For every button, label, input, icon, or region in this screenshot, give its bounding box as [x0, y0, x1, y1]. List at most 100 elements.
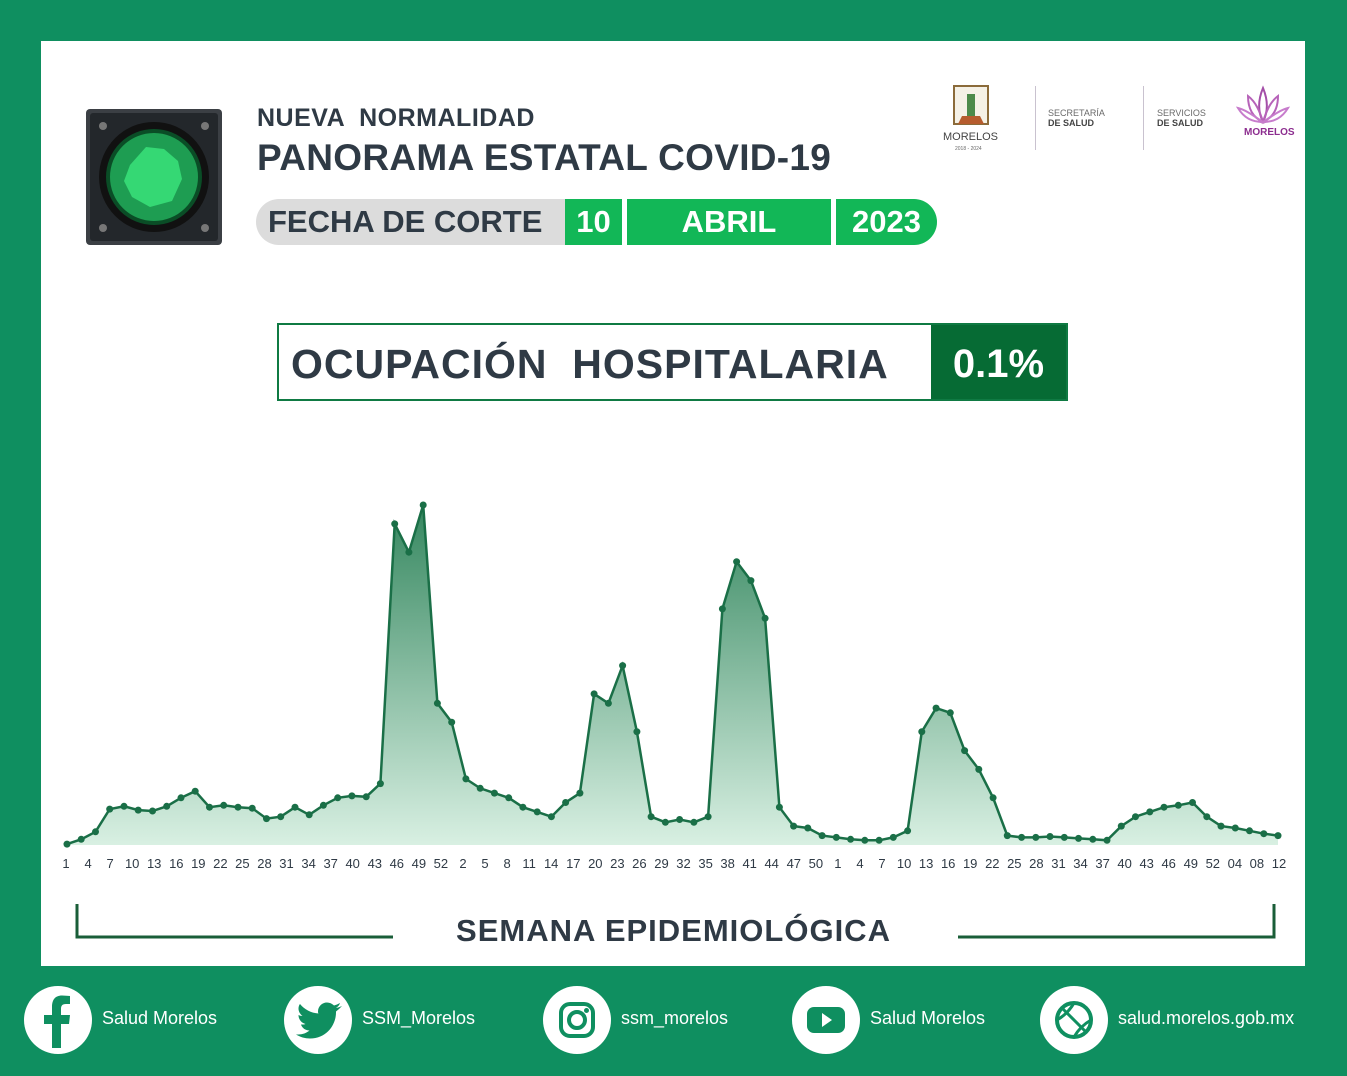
data-point: [106, 805, 114, 813]
x-axis-title: SEMANA EPIDEMIOLÓGICA: [456, 913, 891, 948]
x-tick-label: 34: [301, 856, 315, 871]
x-tick-label: 49: [412, 856, 426, 871]
x-tick-label: 43: [368, 856, 382, 871]
data-point: [975, 765, 983, 773]
axis-bracket: [75, 904, 1276, 939]
x-tick-label: 47: [787, 856, 801, 871]
logo-divider: [1035, 86, 1036, 150]
data-point: [961, 747, 969, 755]
x-tick-label: 08: [1250, 856, 1264, 871]
data-point: [1032, 833, 1040, 841]
x-tick-label: 38: [720, 856, 734, 871]
data-point: [490, 789, 498, 797]
data-point: [562, 799, 570, 806]
x-tick-label: 5: [481, 856, 488, 871]
data-point: [718, 605, 726, 613]
data-point: [946, 709, 954, 717]
sec-salud-line1: SECRETARÍA: [1048, 108, 1105, 118]
globe-icon: [1055, 1001, 1093, 1039]
data-point: [733, 558, 741, 566]
x-tick-label: 22: [213, 856, 227, 871]
morelos-flower-logo-icon: [1235, 85, 1291, 125]
data-point: [419, 501, 427, 509]
kpi-label: OCUPACIÓN HOSPITALARIA: [291, 341, 889, 387]
data-point: [904, 827, 912, 835]
data-point: [149, 807, 156, 815]
cutoff-day: 10: [565, 199, 622, 245]
data-point: [362, 793, 370, 801]
data-point: [661, 818, 669, 826]
instagram-label: ssm_morelos: [621, 1008, 729, 1028]
x-tick-label: 10: [897, 856, 911, 871]
x-tick-label: 7: [106, 856, 113, 871]
cutoff-label: FECHA DE CORTE: [256, 199, 576, 245]
x-tick-label: 7: [878, 856, 885, 871]
logo-divider: [1143, 86, 1144, 150]
page-title: PANORAMA ESTATAL COVID-19: [257, 137, 832, 178]
data-point: [932, 704, 940, 712]
x-tick-label: 37: [1095, 856, 1109, 871]
data-point: [1103, 836, 1111, 844]
data-point: [989, 794, 997, 802]
x-tick-label: 12: [1272, 856, 1286, 871]
data-point: [120, 802, 128, 810]
x-tick-label: 31: [1051, 856, 1065, 871]
data-point: [476, 784, 484, 792]
morelos-coat-of-arms-icon: [953, 85, 989, 125]
x-tick-label: 13: [919, 856, 933, 871]
x-tick-label: 20: [588, 856, 602, 871]
x-tick-label: 13: [147, 856, 161, 871]
data-point: [761, 614, 769, 622]
x-tick-label: 28: [1029, 856, 1043, 871]
hospital-occupancy-kpi: OCUPACIÓN HOSPITALARIA 0.1%: [277, 323, 1068, 401]
data-point: [633, 728, 641, 736]
x-tick-label: 1: [62, 856, 69, 871]
data-point: [405, 548, 413, 556]
x-tick-label: 14: [544, 856, 558, 871]
data-point: [77, 835, 85, 843]
website-label: salud.morelos.gob.mx: [1118, 1008, 1295, 1028]
x-tick-label: 2: [459, 856, 466, 871]
data-point: [533, 808, 541, 816]
x-tick-label: 17: [566, 856, 580, 871]
data-point: [576, 789, 584, 797]
youtube-icon: [807, 1007, 845, 1033]
data-point: [291, 803, 299, 811]
kpi-value: 0.1%: [931, 325, 1066, 399]
x-tick-label: 52: [434, 856, 448, 871]
data-point: [704, 813, 712, 821]
data-point: [875, 836, 883, 844]
x-tick-label: 04: [1228, 856, 1242, 871]
x-tick-label: 23: [610, 856, 624, 871]
x-tick-label: 11: [522, 856, 536, 871]
data-point: [92, 828, 99, 836]
data-point: [1246, 827, 1253, 835]
facebook-label: Salud Morelos: [102, 1008, 218, 1028]
instagram-icon: [559, 1002, 595, 1038]
x-tick-label: 8: [503, 856, 510, 871]
data-point: [277, 813, 285, 821]
data-point: [391, 520, 399, 528]
servicios-salud-line1: SERVICIOS: [1157, 108, 1206, 118]
data-point: [747, 577, 755, 585]
data-point: [63, 840, 71, 848]
data-point: [505, 794, 513, 802]
x-tick-label: 16: [941, 856, 955, 871]
x-tick-label: 26: [632, 856, 646, 871]
data-point: [775, 803, 783, 811]
data-point: [1160, 803, 1168, 811]
data-point: [604, 699, 612, 707]
data-point: [676, 816, 684, 823]
x-tick-label: 19: [963, 856, 977, 871]
data-point: [263, 815, 270, 823]
data-point: [889, 833, 897, 841]
servicios-salud-line2: DE SALUD: [1157, 118, 1204, 128]
data-point: [305, 811, 313, 819]
data-point: [847, 835, 855, 843]
twitter-icon: [296, 1002, 342, 1039]
x-tick-label: 4: [856, 856, 863, 871]
data-point: [220, 801, 228, 809]
instagram-icon-bg: [543, 986, 611, 1054]
x-tick-label: 25: [235, 856, 249, 871]
cutoff-month: ABRIL: [627, 199, 831, 245]
